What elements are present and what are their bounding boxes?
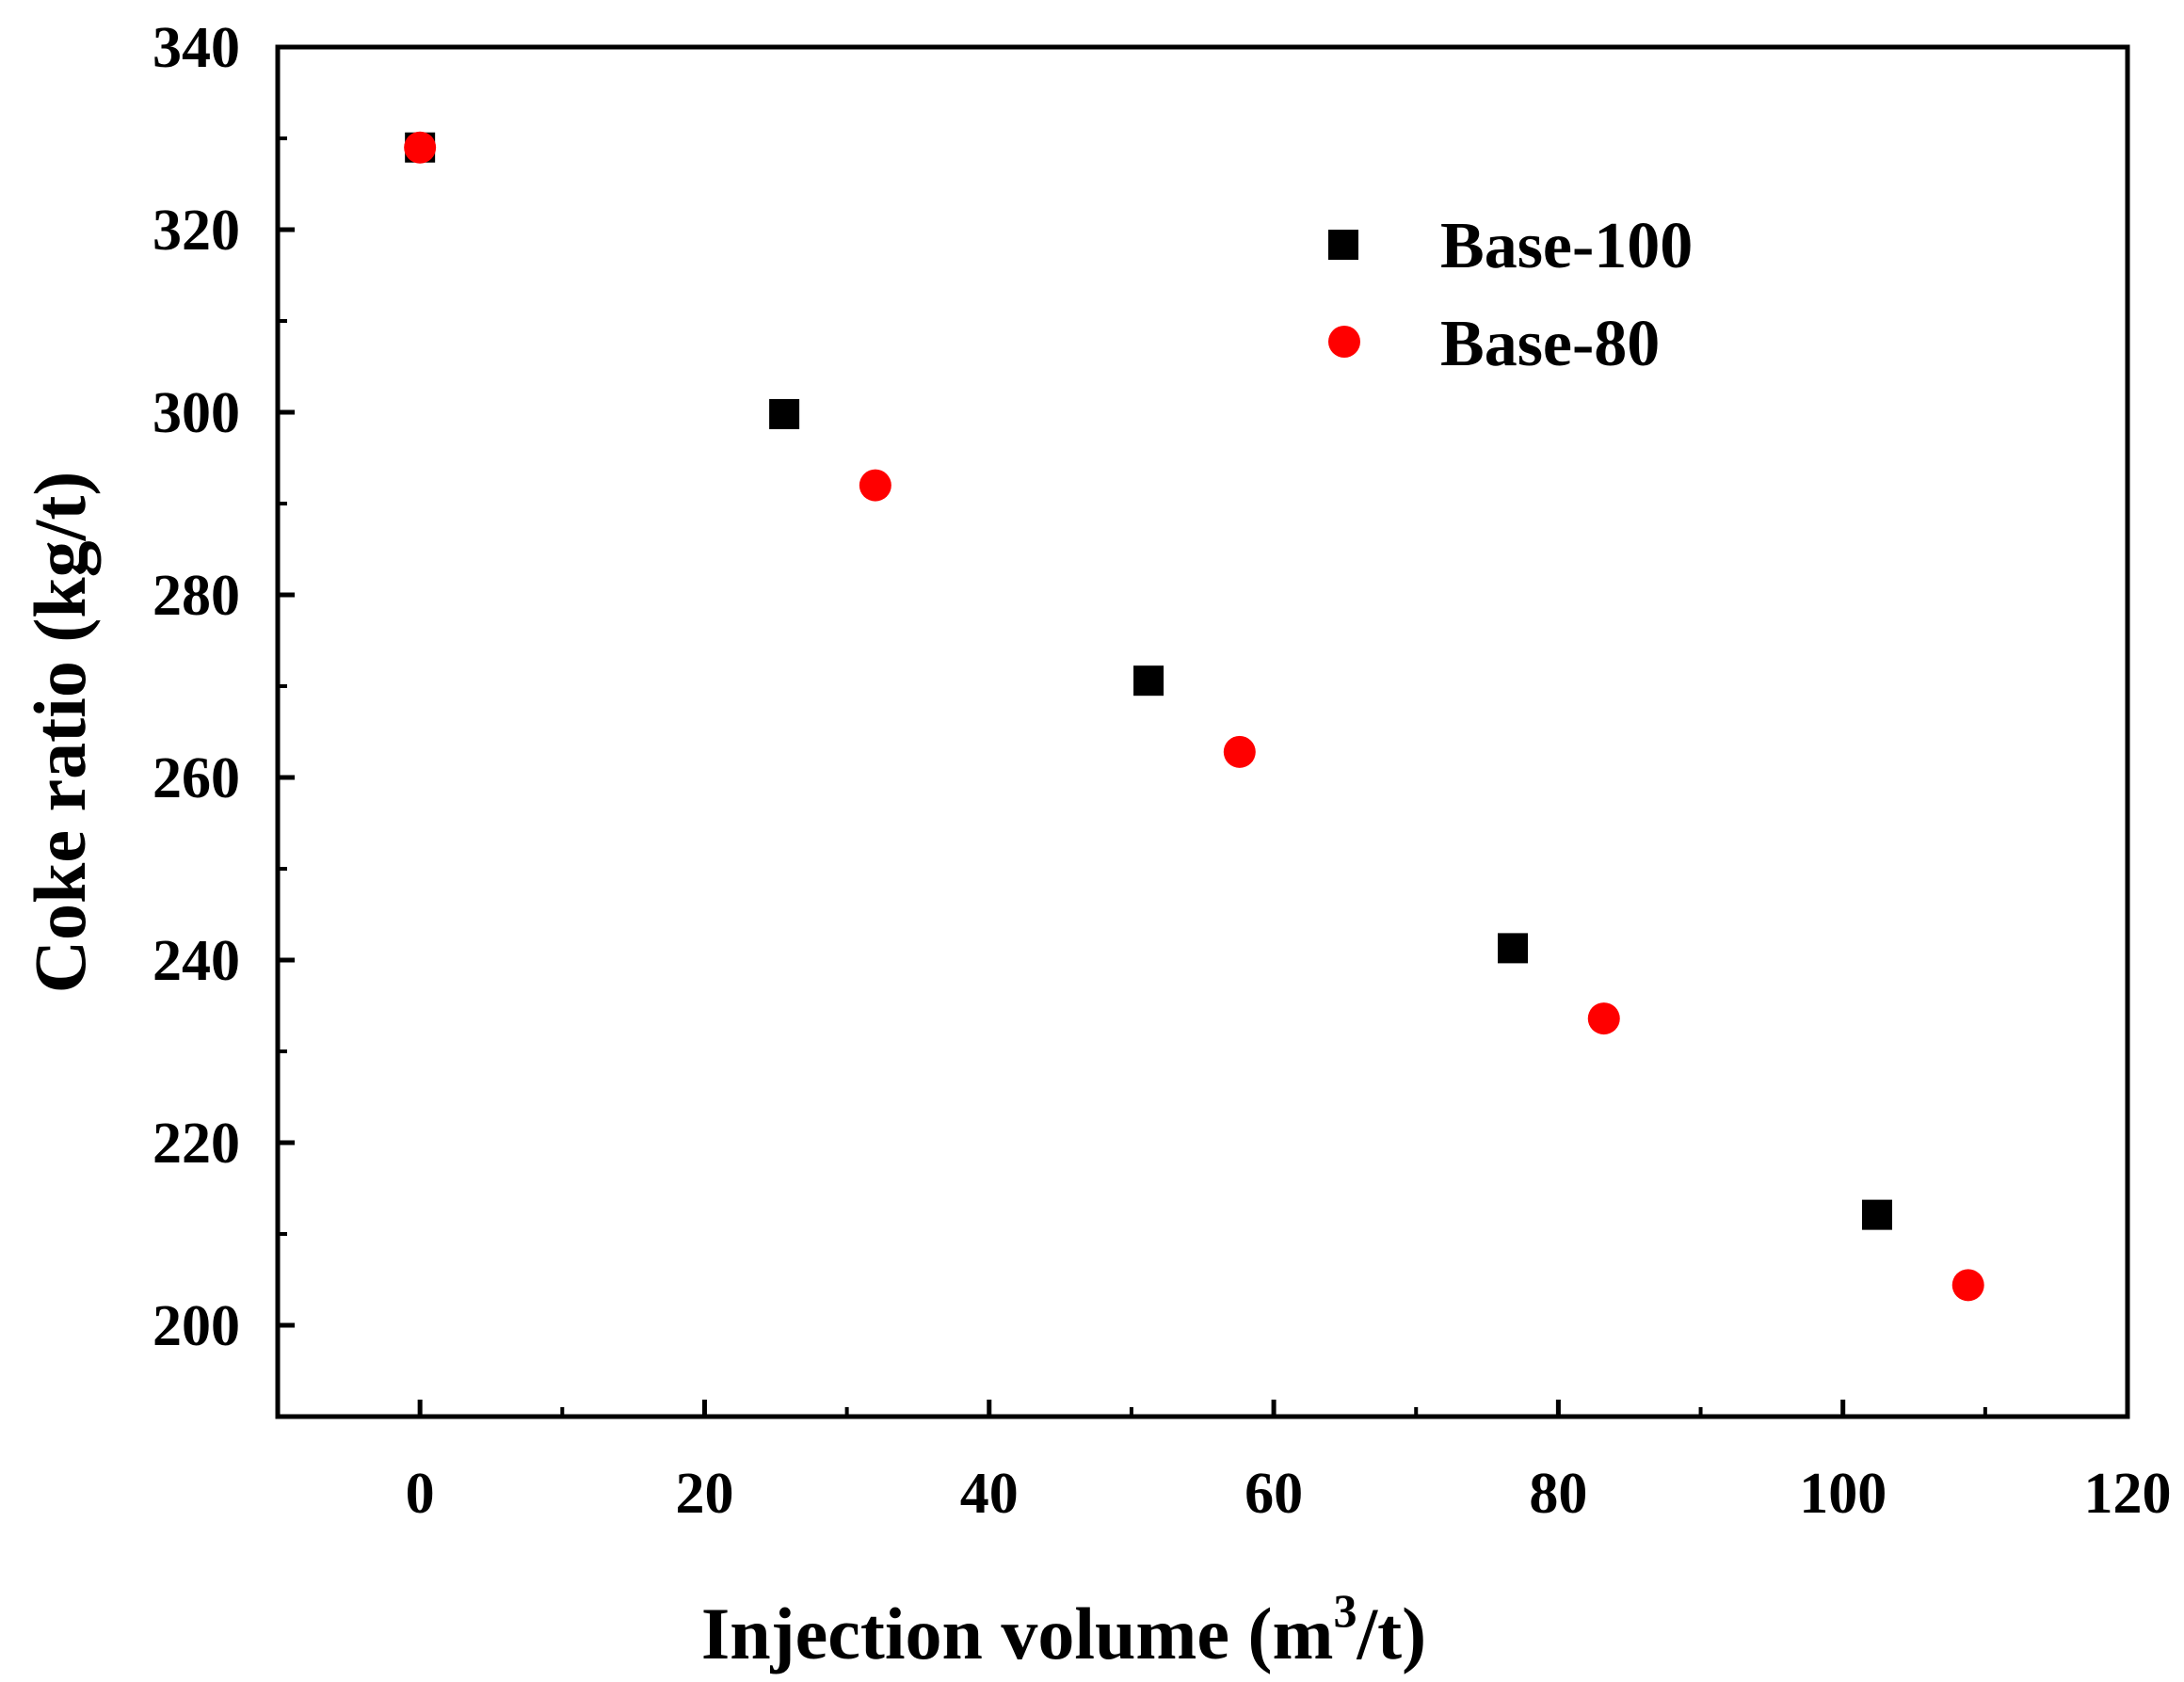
point-base-80	[859, 469, 891, 502]
legend-marker-base-100	[1328, 230, 1358, 260]
y-major-ticks	[278, 44, 295, 1328]
x-axis-title: Injection volume (m3/t)	[701, 1584, 1426, 1674]
x-tick-label: 120	[2084, 1462, 2172, 1526]
legend: Base-100 Base-80	[1328, 210, 1693, 380]
legend-label-base-80: Base-80	[1440, 308, 1660, 380]
data-points	[404, 131, 1984, 1302]
x-axis-title-superscript: 3	[1333, 1584, 1357, 1637]
x-tick-label: 60	[1245, 1462, 1303, 1526]
x-tick-labels: 0 20 40 60 80 100 120	[406, 1462, 2172, 1526]
x-axis-title-main: Injection volume (m	[701, 1593, 1334, 1674]
plot-frame	[275, 44, 2130, 1419]
point-base-100	[1861, 1199, 1892, 1230]
y-tick-label: 260	[153, 746, 240, 810]
x-axis-title-tail: /t)	[1356, 1593, 1426, 1674]
y-tick-label: 320	[153, 199, 240, 263]
legend-label-base-100: Base-100	[1440, 210, 1693, 282]
point-base-80	[1587, 1002, 1620, 1035]
point-base-100	[769, 398, 800, 429]
y-tick-label: 220	[153, 1112, 240, 1176]
point-base-80	[1223, 735, 1256, 768]
x-tick-label: 40	[960, 1462, 1019, 1526]
y-minor-ticks	[278, 136, 287, 1236]
y-tick-label: 200	[153, 1294, 240, 1358]
point-base-80	[404, 131, 437, 164]
legend-marker-base-80	[1328, 326, 1360, 358]
y-tick-label: 300	[153, 381, 240, 445]
x-minor-ticks	[560, 1407, 1987, 1417]
y-axis-title: Coke ratio (kg/t)	[19, 472, 101, 994]
y-tick-label: 240	[153, 929, 240, 993]
x-tick-label: 80	[1529, 1462, 1587, 1526]
point-base-100	[1133, 665, 1164, 697]
point-base-80	[1951, 1269, 1984, 1302]
y-tick-label: 280	[153, 564, 240, 628]
x-tick-label: 100	[1799, 1462, 1887, 1526]
x-tick-label: 20	[675, 1462, 733, 1526]
x-major-ticks	[417, 1400, 2130, 1417]
y-tick-labels: 200 220 240 260 280 300 320 340	[153, 16, 240, 1358]
point-base-100	[1498, 933, 1529, 964]
x-tick-label: 0	[406, 1462, 435, 1526]
y-tick-label: 340	[153, 16, 240, 80]
